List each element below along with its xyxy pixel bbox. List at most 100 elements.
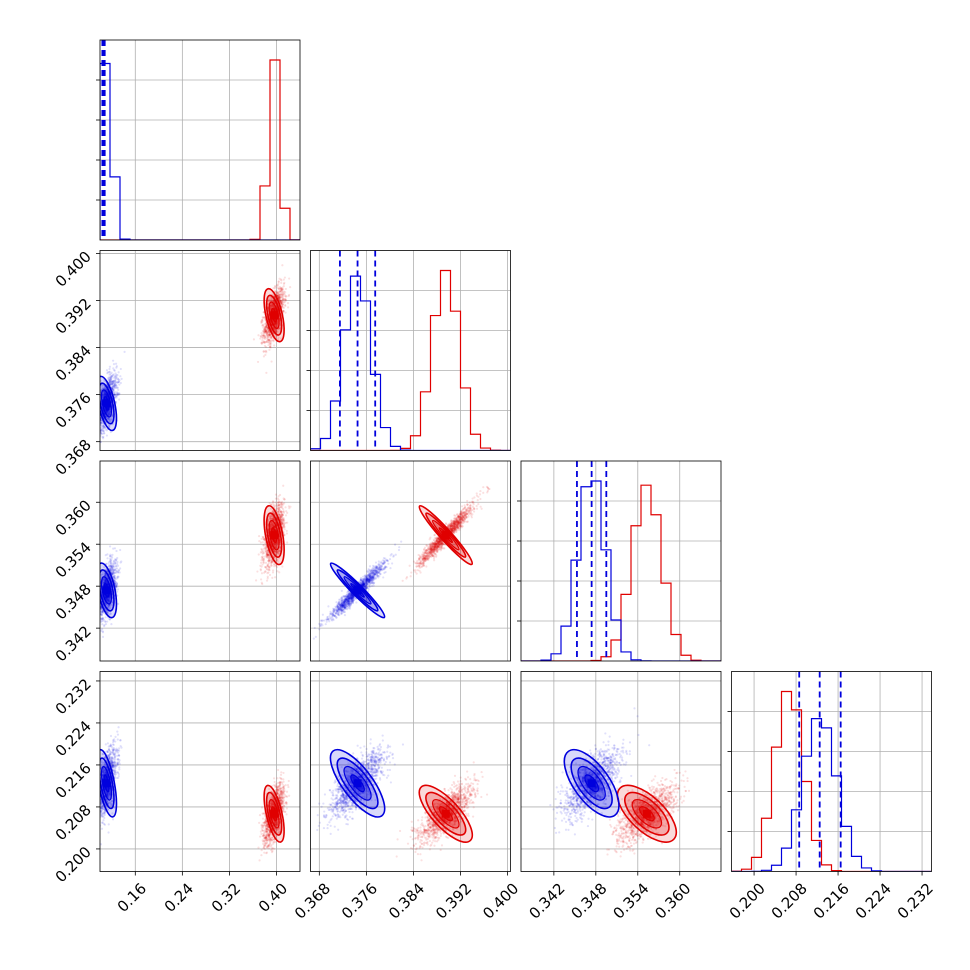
sample-point (105, 410, 109, 413)
sample-point (260, 331, 263, 335)
sample-point (101, 424, 104, 427)
sample-point (267, 333, 271, 336)
sample-point (272, 322, 276, 325)
sample-point (100, 420, 103, 424)
sample-point (266, 339, 269, 342)
sample-point (110, 383, 113, 386)
sample-point (280, 299, 283, 302)
sample-point (278, 292, 281, 295)
sample-point (275, 323, 278, 326)
sample-point (275, 322, 278, 326)
sample-point (108, 365, 112, 368)
sample-point (109, 379, 112, 382)
sample-point (263, 555, 266, 558)
sample-point (260, 341, 263, 344)
sample-point (274, 544, 277, 548)
sample-point (96, 594, 98, 596)
sample-point (104, 392, 107, 395)
sample-point (102, 423, 105, 426)
sample-point (104, 394, 107, 397)
sample-point (113, 384, 116, 387)
sample-point (93, 588, 95, 590)
sample-point (265, 326, 268, 330)
sample-point (113, 374, 117, 377)
sample-point (267, 571, 270, 574)
sample-point (273, 323, 276, 326)
sample-point (111, 387, 114, 391)
sample-point (267, 554, 270, 557)
sample-point (116, 386, 119, 389)
sample-point (263, 340, 266, 344)
sample-point (279, 337, 283, 340)
sample-point (113, 375, 116, 379)
sample-point (277, 295, 280, 299)
sample-point (260, 321, 263, 324)
sample-point (116, 377, 119, 380)
sample-point (104, 427, 107, 430)
sample-point (112, 385, 115, 388)
sample-point (275, 290, 278, 294)
sample-point (281, 291, 284, 294)
sample-point (107, 411, 110, 414)
panel-2-0 (93, 484, 292, 638)
sample-point (270, 339, 273, 342)
sample-point (262, 561, 265, 565)
sample-point (277, 287, 280, 290)
sample-point (264, 547, 267, 550)
sample-point (98, 418, 100, 420)
sample-point (115, 384, 118, 387)
sample-point (118, 379, 121, 382)
sample-point (267, 567, 271, 570)
sample-point (276, 497, 279, 500)
sample-point (285, 532, 289, 535)
sample-point (101, 623, 104, 626)
sample-point (97, 582, 99, 584)
sample-point (111, 380, 114, 383)
sample-point (108, 379, 111, 383)
sample-point (100, 421, 103, 425)
sample-point (262, 350, 265, 353)
sample-point (272, 339, 275, 342)
sample-point (277, 503, 281, 507)
sample-point (260, 320, 263, 323)
sample-point (113, 393, 117, 396)
sample-point (273, 563, 276, 566)
sample-point (278, 285, 282, 289)
sample-point (281, 289, 284, 292)
sample-point (113, 547, 117, 550)
sample-point (94, 429, 96, 431)
sample-point (97, 603, 99, 605)
sample-point (276, 284, 279, 287)
sample-point (272, 524, 276, 528)
sample-point (276, 542, 279, 545)
sample-point (95, 436, 97, 438)
sample-point (108, 412, 111, 415)
sample-point (260, 342, 263, 345)
sample-point (272, 504, 275, 507)
sample-point (269, 305, 272, 309)
sample-point (262, 551, 266, 555)
sample-point (95, 398, 97, 400)
sample-point (265, 326, 268, 329)
sample-point (262, 316, 265, 319)
sample-point (103, 432, 106, 435)
sample-point (278, 549, 281, 552)
sample-point (284, 294, 287, 297)
sample-point (282, 298, 285, 301)
sample-point (100, 418, 103, 421)
sample-point (281, 300, 284, 304)
sample-point (95, 400, 97, 402)
sample-point (279, 517, 282, 520)
sample-point (103, 392, 107, 396)
sample-point (100, 379, 102, 382)
sample-point (284, 295, 287, 298)
sample-point (273, 322, 276, 325)
sample-point (281, 299, 284, 302)
sample-point (284, 297, 287, 301)
sample-point (116, 392, 119, 395)
sample-point (263, 327, 267, 330)
sample-point (278, 287, 281, 290)
sample-point (109, 382, 113, 386)
sample-point (97, 586, 99, 588)
sample-point (264, 322, 268, 325)
